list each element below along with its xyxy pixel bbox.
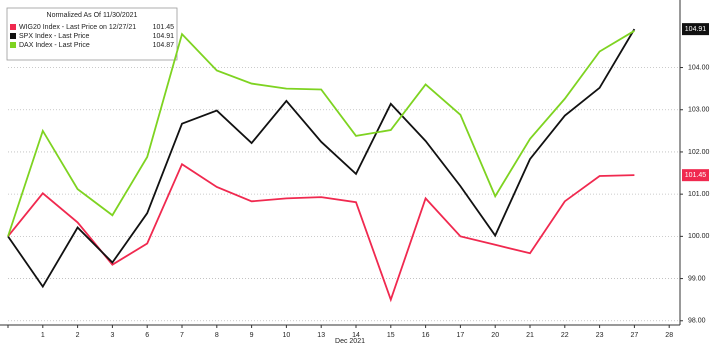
legend-value: 104.87 <box>153 42 175 49</box>
x-tick-label: 13 <box>317 332 325 339</box>
price-badge <box>682 23 709 36</box>
x-tick-label: 3 <box>110 332 114 339</box>
legend-swatch <box>10 33 16 39</box>
y-tick-label: 104.00 <box>688 64 710 71</box>
y-tick-label: 101.00 <box>688 191 710 198</box>
y-tick-label: 98.00 <box>688 318 706 325</box>
x-tick-label: 7 <box>180 332 184 339</box>
x-tick-label: 23 <box>596 332 604 339</box>
x-tick-label: 8 <box>215 332 219 339</box>
price-badge-label: 101.45 <box>685 172 707 179</box>
x-tick-label: 17 <box>457 332 465 339</box>
x-tick-label: 16 <box>422 332 430 339</box>
x-axis-label: Dec 2021 <box>335 338 365 345</box>
legend-swatch <box>10 42 16 48</box>
line-series <box>7 28 636 289</box>
legend-value: 101.45 <box>153 24 175 31</box>
x-tick-label: 2 <box>76 332 80 339</box>
legend-label: WIG20 Index - Last Price on 12/27/21 <box>19 24 136 31</box>
x-tick-label: 15 <box>387 332 395 339</box>
x-tick-label: 1 <box>41 332 45 339</box>
legend-box <box>6 7 178 61</box>
x-tick-label: 27 <box>631 332 639 339</box>
y-tick-label: 103.00 <box>688 107 710 114</box>
x-tick-label: 9 <box>250 332 254 339</box>
line-series <box>7 30 635 237</box>
legend-value: 104.91 <box>153 33 175 40</box>
line-series <box>7 162 635 303</box>
x-tick-label: 10 <box>283 332 291 339</box>
x-tick-label: 22 <box>561 332 569 339</box>
y-tick-label: 102.00 <box>688 149 710 156</box>
x-tick-label: 21 <box>526 332 534 339</box>
legend-title: Normalized As Of 11/30/2021 <box>47 12 138 19</box>
legend-swatch <box>10 24 16 30</box>
price-badge <box>682 169 709 182</box>
x-tick-label: 20 <box>491 332 499 339</box>
x-tick-label: 6 <box>145 332 149 339</box>
legend-label: SPX Index - Last Price <box>19 33 90 40</box>
x-tick-label: 28 <box>665 332 673 339</box>
legend-label: DAX Index - Last Price <box>19 42 90 49</box>
x-tick-label: 14 <box>352 332 360 339</box>
price-badge-label: 104.91 <box>685 26 707 33</box>
y-tick-label: 100.00 <box>688 233 710 240</box>
y-tick-label: 99.00 <box>688 275 706 282</box>
